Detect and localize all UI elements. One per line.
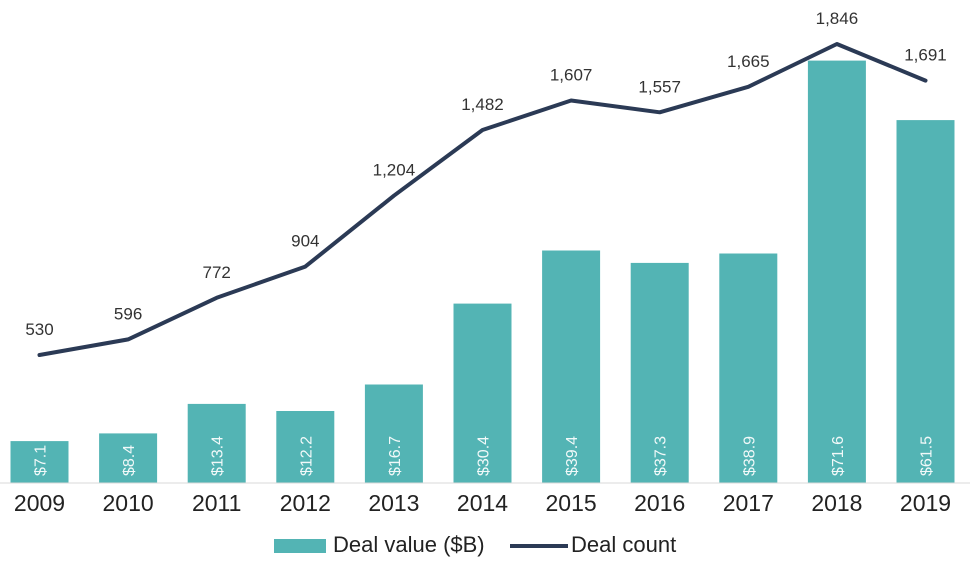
x-tick-2018: 2018 — [811, 490, 862, 516]
count-label-2012: 904 — [291, 232, 319, 251]
line-value-labels: 530 596 772 904 1,204 1,482 1,607 1,557 1,665 1,8… — [25, 9, 946, 339]
legend-line-label: Deal count — [571, 532, 676, 557]
count-label-2017: 1,665 — [727, 52, 770, 71]
count-label-2018: 1,846 — [816, 9, 859, 28]
legend-bar-swatch — [274, 539, 326, 553]
count-label-2019: 1,691 — [904, 46, 947, 65]
bar-value-label-2015: $39.4 — [564, 436, 581, 476]
line-series — [37, 42, 928, 357]
count-label-2013: 1,204 — [373, 161, 416, 180]
bar-value-labels: $7.1 $8.4 $13.4 $12.2 $16.7 $30.4 $39.4 $37.3 $3… — [33, 436, 936, 476]
bar-2016 — [630, 262, 689, 483]
bar-2009 — [10, 441, 69, 483]
x-tick-2014: 2014 — [457, 490, 508, 516]
count-label-2016: 1,557 — [638, 77, 681, 96]
bar-value-label-2018: $71.6 — [830, 436, 847, 476]
count-label-2014: 1,482 — [461, 95, 504, 114]
bar-series — [10, 60, 955, 483]
bar-2012 — [276, 411, 335, 483]
bar-value-label-2014: $30.4 — [476, 436, 493, 476]
x-tick-2010: 2010 — [103, 490, 154, 516]
x-tick-2019: 2019 — [900, 490, 951, 516]
x-tick-2012: 2012 — [280, 490, 331, 516]
x-tick-2017: 2017 — [723, 490, 774, 516]
bar-2017 — [719, 253, 778, 483]
bar-2011 — [187, 403, 246, 483]
bar-2010 — [99, 433, 158, 483]
deal-count-line — [37, 42, 928, 357]
bar-value-label-2009: $7.1 — [33, 445, 50, 476]
bar-value-label-2010: $8.4 — [121, 445, 138, 476]
bar-2015 — [542, 250, 601, 483]
count-label-2011: 772 — [203, 263, 231, 282]
count-label-2009: 530 — [25, 320, 53, 339]
x-axis-tick-labels: 2009 2010 2011 2012 2013 2014 2015 2016 2017 2018… — [14, 490, 951, 516]
bar-value-label-2011: $13.4 — [210, 436, 227, 476]
bar-2014 — [453, 303, 512, 483]
x-tick-2013: 2013 — [368, 490, 419, 516]
bar-value-label-2017: $38.9 — [741, 436, 758, 476]
count-label-2010: 596 — [114, 304, 142, 323]
x-tick-2015: 2015 — [546, 490, 597, 516]
bar-2019 — [896, 120, 955, 483]
bar-value-label-2016: $37.3 — [653, 436, 670, 476]
x-tick-2011: 2011 — [192, 490, 241, 516]
legend: Deal value ($B) Deal count — [274, 532, 676, 557]
bar-2013 — [364, 384, 423, 483]
x-tick-2009: 2009 — [14, 490, 65, 516]
bar-value-label-2019: $61.5 — [919, 436, 936, 476]
bar-value-label-2012: $12.2 — [298, 436, 315, 476]
x-tick-2016: 2016 — [634, 490, 685, 516]
legend-bar-label: Deal value ($B) — [333, 532, 485, 557]
bar-value-label-2013: $16.7 — [387, 436, 404, 476]
bar-2018 — [807, 60, 866, 483]
count-label-2015: 1,607 — [550, 66, 593, 85]
